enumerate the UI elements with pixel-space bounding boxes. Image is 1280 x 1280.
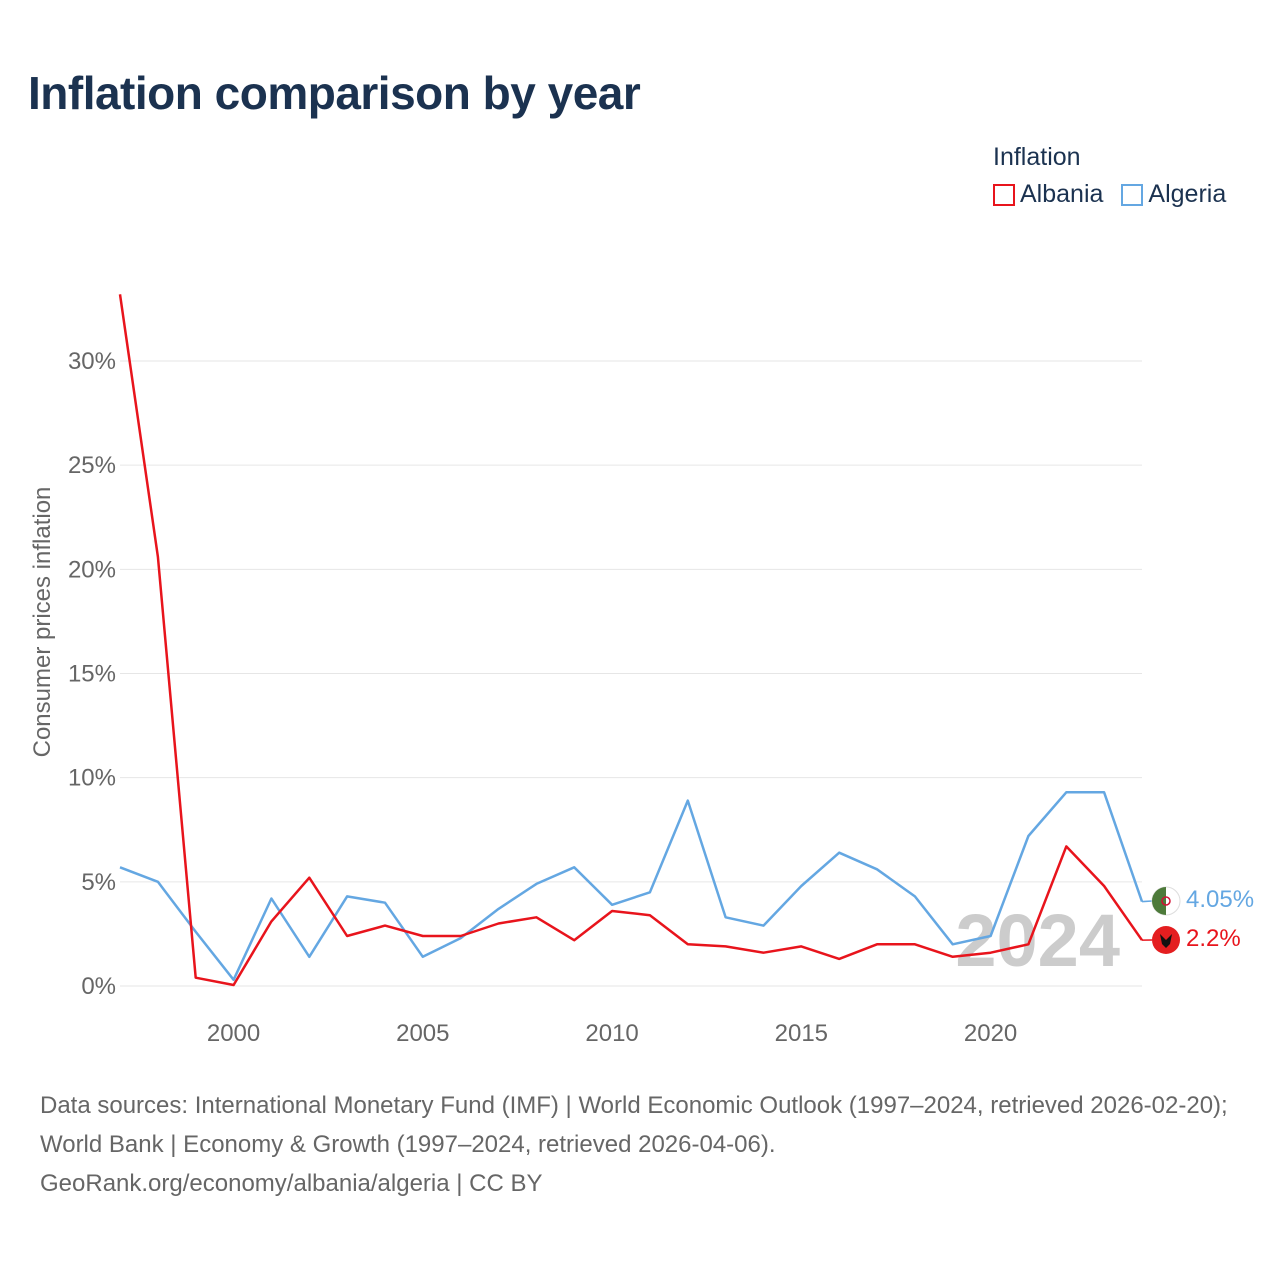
grid-lines — [120, 360, 1142, 987]
line-chart: Consumer prices inflation 0% 5% 10% 15% 20% 2… — [29, 294, 1254, 1047]
end-connector-algeria — [1141, 900, 1153, 903]
albania-flag-icon — [1152, 926, 1180, 954]
x-tick-label: 2005 — [396, 1020, 449, 1047]
algeria-flag-icon — [1151, 886, 1181, 916]
y-tick-label: 5% — [81, 869, 116, 896]
end-labels: 4.05% 2.2% — [1186, 886, 1254, 952]
end-label-albania: 2.2% — [1186, 925, 1241, 952]
x-tick-label: 2020 — [964, 1020, 1017, 1047]
legend-swatch-algeria — [1121, 183, 1144, 206]
legend: Inflation Albania Algeria — [993, 143, 1226, 209]
y-tick-label: 20% — [68, 556, 116, 583]
chart-title: Inflation comparison by year — [28, 67, 641, 119]
x-tick-labels: 2000 2005 2010 2015 2020 — [207, 1020, 1017, 1047]
series-line-algeria — [119, 791, 1144, 982]
footer: Data sources: International Monetary Fun… — [40, 1086, 1250, 1203]
y-tick-label: 10% — [68, 765, 116, 792]
y-axis-label: Consumer prices inflation — [29, 487, 56, 758]
legend-item-algeria[interactable]: Algeria — [1121, 180, 1226, 209]
year-watermark: 2024 — [955, 899, 1120, 982]
legend-title: Inflation — [993, 143, 1081, 171]
credit-line: GeoRank.org/economy/albania/algeria | CC… — [40, 1170, 543, 1197]
y-tick-label: 30% — [68, 348, 116, 375]
legend-label-algeria: Algeria — [1148, 180, 1227, 208]
x-tick-label: 2010 — [585, 1020, 638, 1047]
y-tick-label: 25% — [68, 452, 116, 479]
end-label-algeria: 4.05% — [1186, 886, 1254, 913]
legend-swatch-albania — [993, 183, 1015, 206]
data-sources: Data sources: International Monetary Fun… — [40, 1092, 1228, 1158]
y-tick-label: 15% — [68, 661, 116, 688]
legend-item-albania[interactable]: Albania — [993, 180, 1103, 209]
end-markers — [1151, 886, 1181, 954]
series-lines — [118, 294, 1153, 987]
legend-label-albania: Albania — [1020, 180, 1104, 208]
x-tick-label: 2015 — [775, 1020, 828, 1047]
y-tick-label: 0% — [81, 973, 116, 1000]
series-line-albania — [118, 294, 1144, 987]
x-tick-label: 2000 — [207, 1020, 260, 1047]
y-tick-labels: 0% 5% 10% 15% 20% 25% 30% — [68, 348, 116, 1000]
